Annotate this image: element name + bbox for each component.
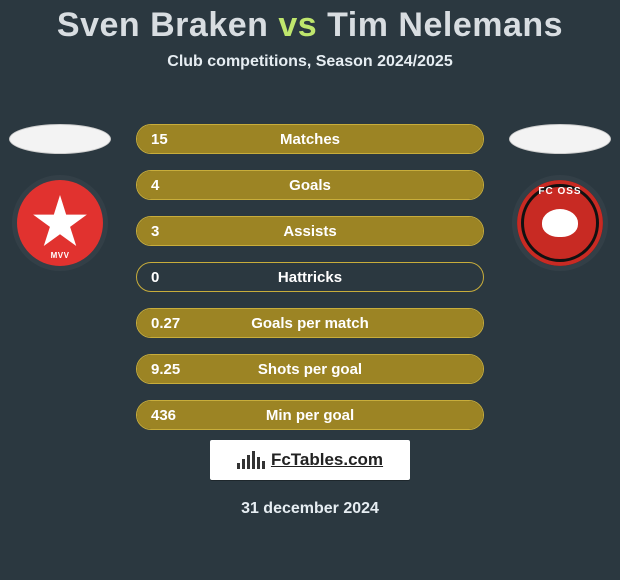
player2-photo-slot	[500, 116, 620, 162]
stat-label: Goals per match	[137, 315, 483, 332]
subtitle: Club competitions, Season 2024/2025	[0, 53, 620, 71]
stat-bar: 3 Assists	[136, 216, 484, 246]
stat-label: Hattricks	[137, 269, 483, 286]
stat-label: Assists	[137, 223, 483, 240]
watermark-link[interactable]: FcTables.com	[210, 440, 410, 480]
stat-row: 436 Min per goal	[0, 392, 620, 438]
stat-row: 0.27 Goals per match	[0, 300, 620, 346]
stat-label: Matches	[137, 131, 483, 148]
watermark-text: FcTables.com	[271, 450, 383, 470]
player1-photo-slot	[0, 116, 120, 162]
stat-row: MVV 4 Goals FC OSS	[0, 162, 620, 208]
stat-bar: 9.25 Shots per goal	[136, 354, 484, 384]
stat-row: 3 Assists	[0, 208, 620, 254]
player2-name: Tim Nelemans	[327, 6, 563, 44]
stat-bar: 15 Matches	[136, 124, 484, 154]
stat-bar: 0.27 Goals per match	[136, 308, 484, 338]
stat-bar: 436 Min per goal	[136, 400, 484, 430]
stat-label: Goals	[137, 177, 483, 194]
stats-panel: 15 Matches MVV 4 Goals	[0, 116, 620, 438]
comparison-card: Sven Braken vs Tim Nelemans Club competi…	[0, 0, 620, 580]
stat-row: 15 Matches	[0, 116, 620, 162]
stat-row: 0 Hattricks	[0, 254, 620, 300]
date-label: 31 december 2024	[0, 500, 620, 518]
stat-label: Min per goal	[137, 407, 483, 424]
stat-bar: 4 Goals	[136, 170, 484, 200]
player1-photo-placeholder	[9, 124, 111, 154]
player1-name: Sven Braken	[57, 6, 269, 44]
player2-photo-placeholder	[509, 124, 611, 154]
stat-row: 9.25 Shots per goal	[0, 346, 620, 392]
vs-label: vs	[278, 6, 317, 44]
bars-icon	[237, 451, 265, 469]
stat-label: Shots per goal	[137, 361, 483, 378]
stat-bar: 0 Hattricks	[136, 262, 484, 292]
club-badge-arc: FC OSS	[517, 186, 603, 197]
page-title: Sven Braken vs Tim Nelemans	[0, 0, 620, 45]
